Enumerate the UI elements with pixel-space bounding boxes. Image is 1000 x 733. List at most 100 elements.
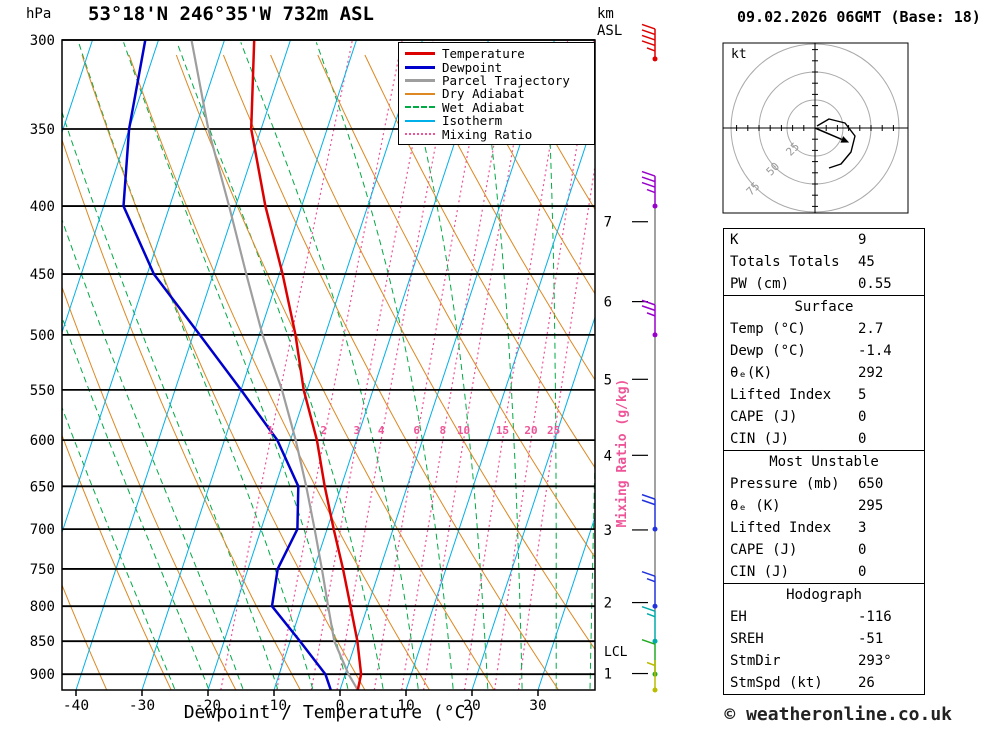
- legend: Temperature Dewpoint Parcel Trajectory Dry …: [398, 42, 595, 145]
- legend-item: Mixing Ratio: [405, 126, 588, 142]
- table-value: 0: [858, 431, 867, 447]
- table-value: 9: [858, 232, 867, 248]
- table-row: Lifted Index 5: [724, 384, 924, 406]
- wind-barb-925hpa: [646, 660, 658, 693]
- pressure-tick-label: 650: [30, 479, 55, 495]
- table-row: StmSpd (kt) 26: [724, 672, 924, 694]
- pressure-tick-label: 300: [30, 33, 55, 49]
- table-value: 0: [858, 542, 867, 558]
- temperature-ticks: -40 -30 -20 -10 0 10 20 30: [63, 690, 547, 714]
- table-label: Totals Totals: [730, 254, 840, 270]
- km-tick-label: 1: [604, 667, 612, 683]
- temperature-curve: [249, 40, 363, 690]
- legend-label: Dewpoint: [442, 59, 503, 75]
- table-label: SREH: [730, 631, 764, 647]
- mixing-ratio-label: 10: [457, 424, 470, 437]
- wind-barb-800hpa: [641, 570, 658, 609]
- table-value: 292: [858, 365, 884, 381]
- pressure-tick-label: 900: [30, 667, 55, 683]
- legend-item: Dewpoint: [405, 59, 588, 75]
- legend-label: Dry Adiabat: [442, 86, 525, 102]
- table-section: Surface Temp (°C) 2.7 Dewp (°C) -1.4 θₑ(K) 292…: [724, 295, 924, 450]
- legend-label: Wet Adiabat: [442, 99, 525, 115]
- mixing-ratio-label: 4: [378, 424, 385, 437]
- table-value: 5: [858, 387, 867, 403]
- km-tick-label: 2: [604, 596, 612, 612]
- table-row: θₑ(K) 292: [724, 362, 924, 384]
- legend-swatch: [405, 133, 435, 136]
- table-row: Pressure (mb) 650: [724, 473, 924, 495]
- mixing-ratio-label: 20: [524, 424, 537, 437]
- pressure-tick-label: 850: [30, 634, 55, 650]
- hodograph-trace: [816, 118, 856, 169]
- legend-item: Temperature: [405, 47, 588, 60]
- table-value: 0: [858, 409, 867, 425]
- legend-swatch: [405, 106, 435, 109]
- mixing-ratio-label: 2: [320, 424, 327, 437]
- table-value: 26: [858, 675, 875, 691]
- temp-tick-label: 10: [397, 698, 414, 714]
- wind-barb-500hpa: [641, 299, 658, 338]
- km-tick-label: 7: [604, 215, 612, 231]
- table-row: CAPE (J) 0: [724, 406, 924, 428]
- table-section: Most Unstable Pressure (mb) 650 θₑ (K) 295 Li…: [724, 450, 924, 583]
- table-value: 0.55: [858, 276, 892, 292]
- table-label: StmSpd (kt): [730, 675, 823, 691]
- temp-tick-label: -10: [261, 698, 287, 714]
- wind-barb-310hpa: [641, 23, 658, 62]
- table-row: θₑ (K) 295: [724, 495, 924, 517]
- station-title: 53°18'N 246°35'W 732m ASL: [88, 3, 374, 25]
- table-row: Totals Totals 45: [724, 251, 924, 273]
- temperature-axis-label: Dewpoint / Temperature (°C): [183, 702, 477, 723]
- pressure-tick-label: 450: [30, 267, 55, 283]
- wind-barb-400hpa: [641, 170, 658, 209]
- mixing-ratio-label: 6: [413, 424, 420, 437]
- table-value: 2.7: [858, 321, 884, 337]
- pressure-tick-label: 350: [30, 122, 55, 138]
- table-value: -116: [858, 609, 892, 625]
- storm-motion-arrowhead: [840, 136, 850, 143]
- mixing-ratio-label: 1: [267, 424, 274, 437]
- sounding-curves: [122, 40, 363, 690]
- km-asl-scale: 1 2 3 4 5 6 7 LCL: [604, 215, 648, 683]
- indices-table: K 9 Totals Totals 45 PW (cm) 0.55 Surface Temp …: [723, 228, 925, 695]
- km-tick-label: 4: [604, 448, 612, 464]
- table-section-header: Most Unstable: [769, 454, 879, 470]
- isotherms: [62, 40, 595, 690]
- table-value: 3: [858, 520, 867, 536]
- legend-label: Mixing Ratio: [442, 126, 533, 142]
- km-tick-label: 5: [604, 372, 612, 388]
- table-row: SREH -51: [724, 628, 924, 650]
- wet-adiabats: [62, 42, 595, 689]
- table-label: CIN (J): [730, 564, 790, 580]
- pressure-tick-label: 700: [30, 522, 55, 538]
- mixing-ratio-labels: 1 2 3 4 6 8 10 15 20 25: [267, 424, 560, 437]
- legend-swatch: [405, 52, 435, 56]
- storm-motion-arrow: [814, 127, 843, 141]
- table-value: -51: [858, 631, 884, 647]
- table-section-header: Hodograph: [786, 587, 862, 603]
- pressure-axis-unit: hPa: [26, 6, 52, 22]
- table-label: K: [730, 232, 739, 248]
- table-value: 293°: [858, 653, 892, 669]
- temp-tick-label: -30: [129, 698, 155, 714]
- mixing-ratio-label: 3: [354, 424, 361, 437]
- copyright: © weatheronline.co.uk: [724, 704, 952, 725]
- legend-swatch: [405, 92, 435, 95]
- temp-tick-label: 0: [336, 698, 345, 714]
- pressure-tick-label: 600: [30, 433, 55, 449]
- table-section-header: Surface: [794, 299, 854, 315]
- table-label: CAPE (J): [730, 409, 798, 425]
- table-label: StmDir: [730, 653, 781, 669]
- table-value: 295: [858, 498, 884, 514]
- table-label: PW (cm): [730, 276, 790, 292]
- lcl-label: LCL: [604, 645, 628, 660]
- legend-label: Temperature: [442, 46, 525, 62]
- table-row: Lifted Index 3: [724, 517, 924, 539]
- table-label: EH: [730, 609, 747, 625]
- mixing-ratio-label: 8: [439, 424, 446, 437]
- asl-unit-label: ASL: [597, 23, 623, 39]
- km-unit-label: km: [597, 6, 614, 22]
